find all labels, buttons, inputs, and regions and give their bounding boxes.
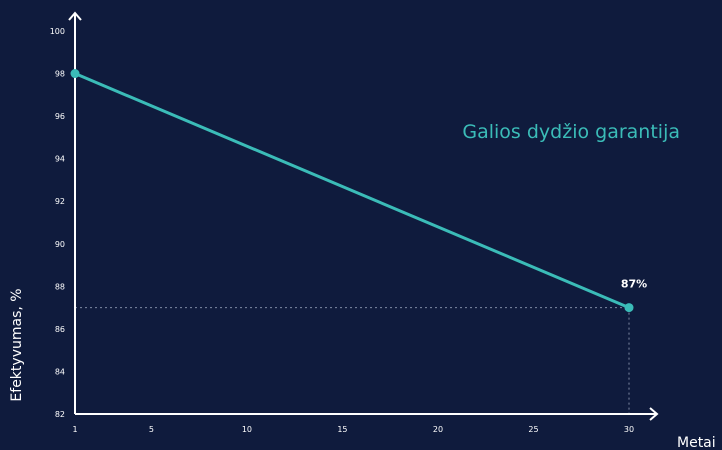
x-tick-labels: 1 5 10 15 20 25 30 (72, 425, 634, 434)
y-tick-labels: 82 84 86 88 90 92 94 96 98 100 (50, 27, 65, 419)
y-tick-label: 82 (55, 410, 65, 419)
y-axis-title: Efektyvumas, % (9, 288, 25, 401)
end-value-label: 87% (621, 278, 647, 291)
x-axis-title: Metai (677, 435, 716, 450)
axes (68, 11, 659, 421)
guide-lines (75, 307, 630, 414)
chart-title: Galios dydžio garantija (462, 121, 680, 143)
x-tick-label: 15 (337, 425, 347, 434)
y-tick-label: 92 (55, 197, 65, 206)
y-tick-label: 96 (55, 112, 65, 121)
x-tick-label: 10 (242, 425, 252, 434)
y-tick-label: 86 (55, 325, 65, 334)
y-tick-label: 84 (55, 367, 65, 376)
data-point (70, 69, 80, 79)
y-tick-label: 94 (55, 155, 65, 164)
x-tick-label: 30 (624, 425, 634, 434)
x-tick-label: 5 (149, 425, 154, 434)
series-line (73, 72, 631, 310)
y-axis-arrow-icon (68, 11, 82, 21)
x-tick-label: 20 (433, 425, 443, 434)
x-tick-label: 1 (72, 425, 77, 434)
y-tick-label: 90 (55, 240, 65, 249)
y-tick-label: 100 (50, 27, 65, 36)
data-point (624, 303, 634, 313)
data-series (70, 69, 634, 313)
y-tick-label: 88 (55, 282, 65, 291)
x-tick-label: 25 (528, 425, 538, 434)
annotations: 87% (621, 278, 647, 291)
y-tick-label: 98 (55, 70, 65, 79)
x-axis-arrow-icon (649, 407, 659, 421)
